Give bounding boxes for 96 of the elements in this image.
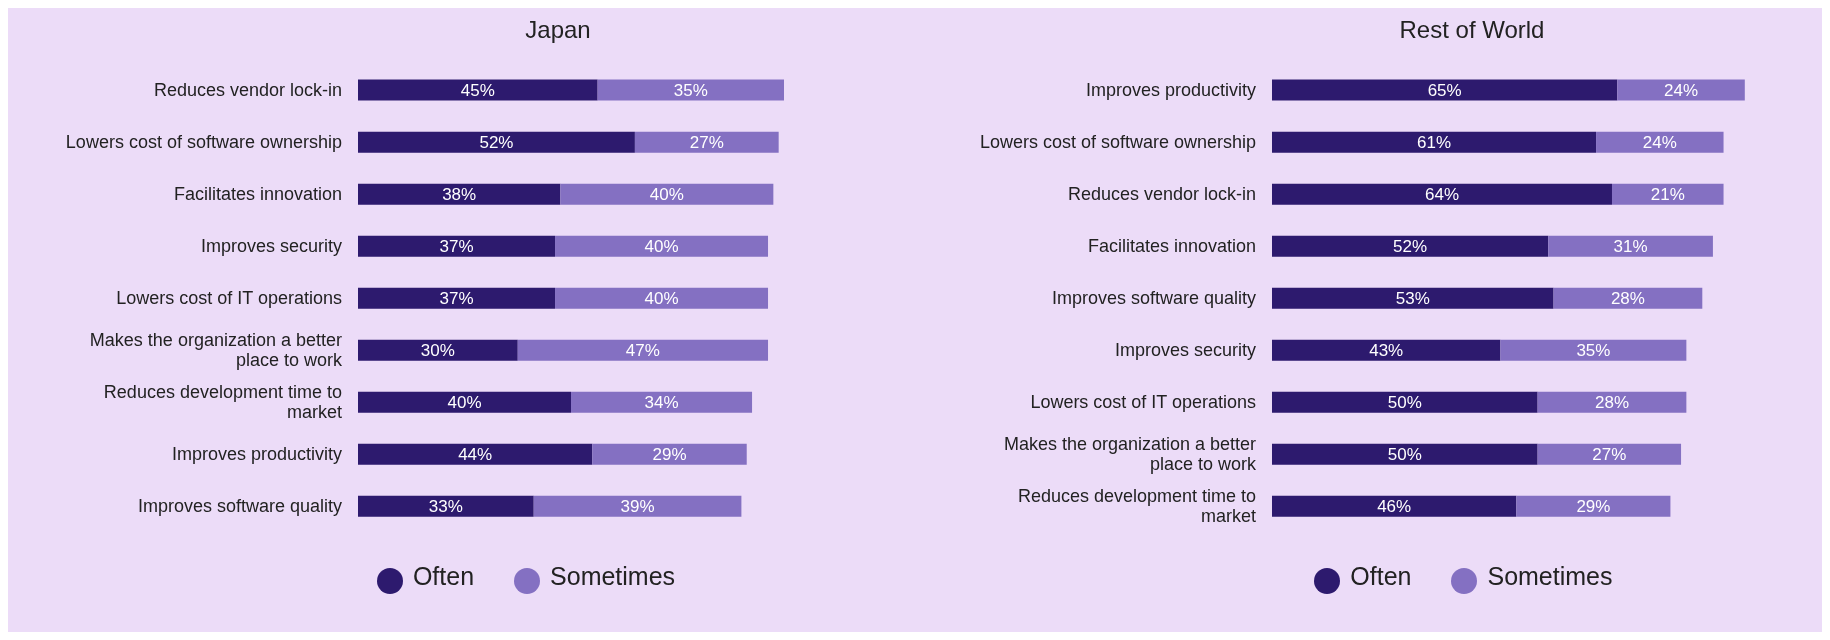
- data-label: 38%: [442, 185, 477, 205]
- y-tick-label: Reduces vendor lock-in: [1068, 184, 1256, 205]
- bar: [1272, 287, 1554, 309]
- data-label: 47%: [625, 341, 660, 361]
- y-tick-label: Makes the organization a better place to work: [1004, 434, 1257, 475]
- data-label: 24%: [1664, 81, 1699, 101]
- data-label: 31%: [1613, 237, 1648, 257]
- data-label: 64%: [1424, 185, 1459, 205]
- bar: [358, 235, 556, 257]
- bar: [358, 443, 593, 465]
- data-label: 50%: [1387, 393, 1422, 413]
- bar: [1553, 287, 1703, 309]
- data-label: 27%: [689, 133, 724, 153]
- bar: [358, 79, 598, 101]
- data-label: 34%: [644, 393, 679, 413]
- y-tick-label: Reduces vendor lock-in: [153, 80, 342, 101]
- y-tick-label: Reduces development time to market: [1018, 486, 1256, 527]
- bar: [1272, 235, 1549, 257]
- bar: [1272, 79, 1618, 101]
- data-label: 29%: [652, 445, 687, 465]
- data-label: 39%: [620, 497, 655, 517]
- y-tick-label: Improves software quality: [137, 496, 342, 517]
- y-tick-label: Facilitates innovation: [1088, 236, 1256, 257]
- data-label: 37%: [439, 289, 474, 309]
- y-tick-label: Lowers cost of IT operations: [1030, 392, 1256, 413]
- data-label: 65%: [1427, 81, 1462, 101]
- data-label: 24%: [1642, 133, 1677, 153]
- data-label: 52%: [1393, 237, 1428, 257]
- legend-label: Sometimes: [550, 562, 676, 591]
- bar: [555, 287, 769, 309]
- y-tick-label: Facilitates innovation: [173, 184, 342, 205]
- bar: [358, 131, 635, 153]
- data-label: 40%: [644, 237, 679, 257]
- bar: [1516, 495, 1671, 517]
- data-label: 29%: [1576, 497, 1611, 517]
- y-tick-label: Improves productivity: [171, 444, 342, 465]
- bar: [1596, 131, 1724, 153]
- bar: [1548, 235, 1713, 257]
- bar: [1500, 339, 1687, 361]
- data-label: 37%: [439, 237, 474, 257]
- bar: [1537, 443, 1682, 465]
- data-label: 27%: [1592, 445, 1627, 465]
- y-tick-label: Improves security: [1115, 340, 1256, 361]
- data-label: 40%: [447, 393, 482, 413]
- bar: [1611, 183, 1724, 205]
- bar: [1272, 183, 1612, 205]
- bar: [1272, 391, 1538, 413]
- bar: [1272, 339, 1501, 361]
- data-label: 35%: [1576, 341, 1611, 361]
- chart-title: Japan: [524, 15, 592, 44]
- bar: [571, 391, 753, 413]
- y-tick-label: Improves productivity: [1086, 80, 1256, 101]
- data-label: 46%: [1377, 497, 1412, 517]
- bar: [597, 79, 784, 101]
- data-label: 40%: [649, 185, 684, 205]
- bar: [358, 287, 556, 309]
- y-tick-label: Lowers cost of software ownership: [980, 132, 1256, 153]
- legend-label: Often: [412, 562, 475, 591]
- data-label: 44%: [458, 445, 493, 465]
- data-label: 43%: [1369, 341, 1404, 361]
- data-label: 52%: [479, 133, 514, 153]
- y-tick-label: Reduces development time to market: [103, 382, 342, 423]
- bar: [358, 391, 571, 413]
- bar: [560, 183, 774, 205]
- y-tick-label: Lowers cost of IT operations: [116, 288, 342, 309]
- bar: [358, 339, 518, 361]
- data-label: 50%: [1387, 445, 1422, 465]
- bar: [592, 443, 747, 465]
- y-tick-label: Lowers cost of software ownership: [65, 132, 342, 153]
- bar: [555, 235, 769, 257]
- bar: [358, 183, 561, 205]
- bar: [358, 495, 534, 517]
- bar: [1272, 443, 1538, 465]
- bar: [634, 131, 779, 153]
- data-label: 30%: [420, 341, 455, 361]
- bar: [533, 495, 742, 517]
- data-label: 40%: [644, 289, 679, 309]
- legend-label: Sometimes: [1487, 562, 1613, 591]
- data-label: 33%: [428, 497, 463, 517]
- data-label: 35%: [673, 81, 708, 101]
- data-label: 21%: [1650, 185, 1685, 205]
- chart-title: Rest of World: [1398, 15, 1546, 44]
- data-label: 28%: [1594, 393, 1629, 413]
- y-tick-label: Makes the organization a better place to work: [89, 330, 343, 371]
- bar: [1272, 495, 1517, 517]
- bar: [1537, 391, 1687, 413]
- legend-label: Often: [1350, 562, 1412, 591]
- bar: [1272, 131, 1597, 153]
- data-label: 45%: [460, 81, 495, 101]
- y-tick-label: Improves security: [200, 236, 342, 257]
- bar: [517, 339, 769, 361]
- data-label: 53%: [1395, 289, 1430, 309]
- data-label: 61%: [1417, 133, 1452, 153]
- bar: [1617, 79, 1745, 101]
- data-label: 28%: [1610, 289, 1645, 309]
- y-tick-label: Improves software quality: [1052, 288, 1257, 309]
